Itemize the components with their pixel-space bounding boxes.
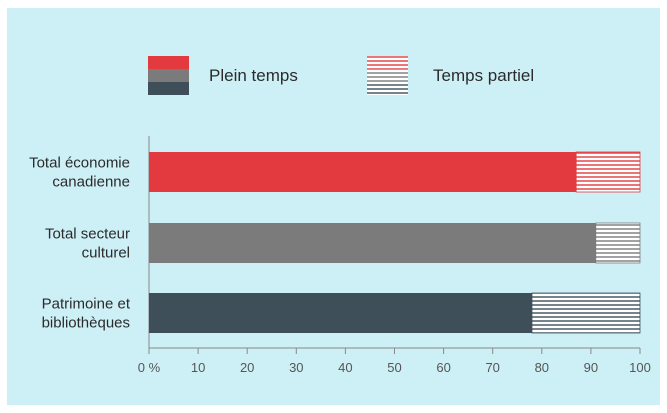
x-tick-label: 40: [338, 360, 352, 375]
x-ticks-group: 0 % 10 20 30 40 50 60 70 80 90 100: [138, 348, 651, 375]
category-label-line: bibliothèques: [42, 315, 130, 332]
legend-hatch-slate: [367, 82, 408, 95]
x-tick-label: 30: [289, 360, 303, 375]
legend-label-plein-temps: Plein temps: [209, 66, 298, 85]
category-label-0: Total économie canadienne: [29, 155, 130, 191]
legend-swatch-red: [148, 56, 189, 69]
x-tick-label: 70: [485, 360, 499, 375]
legend-item-plein-temps: Plein temps: [148, 56, 298, 95]
legend-hatch-grey: [367, 69, 408, 82]
legend-hatch-red: [367, 56, 408, 69]
x-tick-label: 60: [436, 360, 450, 375]
bars-group: [149, 151, 641, 334]
category-labels-group: Total économie canadienne Total secteur cul…: [29, 155, 131, 332]
category-label-line: culturel: [82, 245, 130, 262]
category-label-2: Patrimoine et bibliothèques: [42, 296, 131, 332]
bar-plein-temps-0: [149, 152, 577, 192]
legend-swatch-slate: [148, 82, 189, 95]
bar-plein-temps-1: [149, 223, 596, 263]
bar-temps-partiel-1: [595, 222, 641, 264]
legend-swatch-grey: [148, 69, 189, 82]
x-tick-label: 50: [387, 360, 401, 375]
x-tick-label: 90: [584, 360, 598, 375]
x-tick-label: 0 %: [138, 360, 161, 375]
category-label-line: Total secteur: [45, 226, 130, 243]
bar-plein-temps-2: [149, 293, 532, 333]
legend-item-temps-partiel: Temps partiel: [367, 56, 534, 95]
x-tick-label: 20: [240, 360, 254, 375]
chart-panel: [7, 8, 660, 405]
category-label-line: Patrimoine et: [42, 296, 131, 313]
category-label-line: canadienne: [52, 174, 130, 191]
x-tick-label: 100: [629, 360, 651, 375]
x-tick-label: 80: [535, 360, 549, 375]
x-tick-label: 10: [191, 360, 205, 375]
category-label-line: Total économie: [29, 155, 130, 172]
legend-label-temps-partiel: Temps partiel: [433, 66, 534, 85]
category-label-1: Total secteur culturel: [45, 226, 130, 262]
bar-temps-partiel-2: [531, 292, 641, 334]
bar-temps-partiel-0: [575, 151, 641, 193]
